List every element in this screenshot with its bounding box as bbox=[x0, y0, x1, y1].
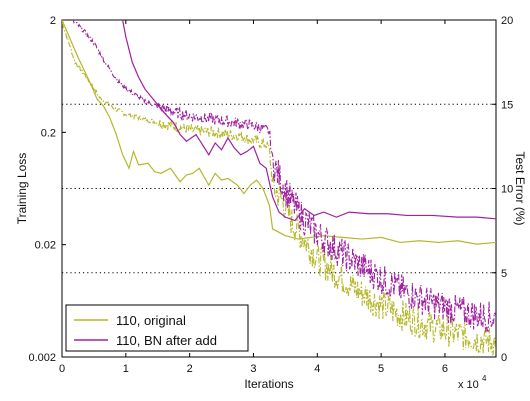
x-tick-label: 5 bbox=[378, 363, 384, 375]
x-tick-label: 1 bbox=[123, 363, 129, 375]
y-right-axis-label: Test Error (%) bbox=[513, 151, 527, 225]
x-tick-label: 3 bbox=[250, 363, 256, 375]
series-0-test-error-line bbox=[62, 20, 496, 245]
x-axis-label: Iterations bbox=[244, 377, 293, 391]
x-multiplier-label: x 10 bbox=[458, 379, 479, 391]
y-right-tick-label: 0 bbox=[501, 352, 507, 364]
y-left-tick-label: 0.2 bbox=[41, 127, 56, 139]
y-left-axis-label: Training Loss bbox=[15, 153, 29, 225]
y-right-tick-label: 15 bbox=[501, 99, 513, 111]
y-left-tick-label: 0.02 bbox=[35, 240, 56, 252]
legend-entry-1: 110, BN after add bbox=[116, 333, 217, 348]
legend bbox=[65, 304, 249, 352]
x-tick-label: 0 bbox=[59, 363, 65, 375]
x-multiplier-exponent: 4 bbox=[482, 374, 487, 383]
y-right-tick-label: 10 bbox=[501, 184, 513, 196]
y-left-tick-label: 2 bbox=[50, 15, 56, 27]
series-1-test-error-line bbox=[122, 20, 496, 222]
series-0-training-loss-line bbox=[62, 22, 496, 356]
x-tick-label: 4 bbox=[314, 363, 320, 375]
series-1-training-loss-line bbox=[71, 20, 496, 332]
x-tick-label: 6 bbox=[442, 363, 448, 375]
legend-entry-0: 110, original bbox=[116, 313, 186, 328]
y-right-tick-label: 5 bbox=[501, 268, 507, 280]
x-tick-label: 2 bbox=[187, 363, 193, 375]
y-right-tick-label: 20 bbox=[501, 15, 513, 27]
y-left-tick-label: 0.002 bbox=[28, 352, 56, 364]
